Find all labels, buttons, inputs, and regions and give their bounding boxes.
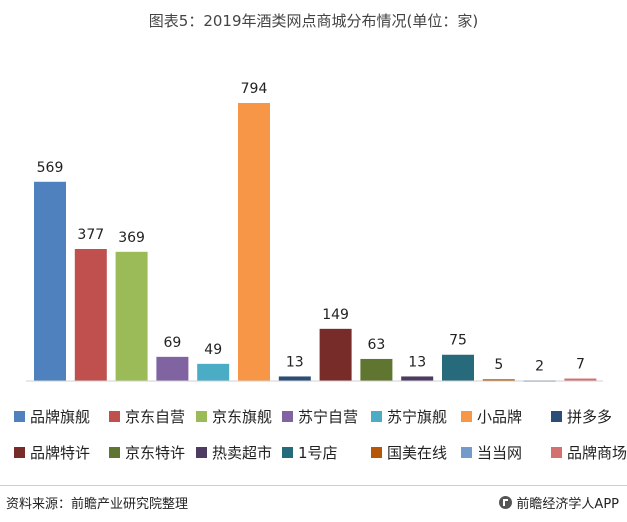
data-label-京东特许: 63 bbox=[367, 337, 385, 353]
bar-苏宁自营 bbox=[156, 356, 189, 381]
legend-item-苏宁自营: 苏宁自营 bbox=[282, 398, 358, 434]
legend-item-1号店: 1号店 bbox=[282, 434, 338, 470]
chart-legend: 品牌旗舰 京东自营 京东旗舰 苏宁自营 苏宁旗舰 小品牌 拼多多 品牌特许 京东特许 热卖超市 1… bbox=[14, 398, 627, 470]
data-label-小品牌: 794 bbox=[241, 81, 268, 97]
data-label-国美在线: 5 bbox=[494, 357, 503, 373]
legend-row: 品牌特许 京东特许 热卖超市 1号店 国美在线 当当网 品牌商场 bbox=[14, 434, 627, 470]
legend-label: 品牌旗舰 bbox=[30, 407, 91, 426]
bar-京东特许 bbox=[360, 358, 393, 381]
bar-京东自营 bbox=[74, 249, 107, 381]
data-label-当当网: 2 bbox=[535, 358, 544, 374]
legend-item-热卖超市: 热卖超市 bbox=[196, 434, 272, 470]
footer-divider bbox=[0, 485, 627, 486]
legend-label: 苏宁旗舰 bbox=[387, 407, 448, 426]
legend-item-品牌旗舰: 品牌旗舰 bbox=[14, 398, 90, 434]
brand-credit: 前瞻经济学人APP bbox=[499, 493, 619, 512]
data-label-品牌旗舰: 569 bbox=[37, 160, 64, 176]
legend-label: 热卖超市 bbox=[212, 443, 273, 462]
data-label-品牌特许: 149 bbox=[322, 307, 349, 323]
data-label-京东自营: 377 bbox=[77, 227, 104, 243]
legend-label: 苏宁自营 bbox=[298, 407, 359, 426]
legend-swatch bbox=[14, 446, 25, 458]
legend-item-京东特许: 京东特许 bbox=[109, 434, 185, 470]
data-label-苏宁自营: 69 bbox=[163, 335, 181, 351]
bar-1号店 bbox=[442, 354, 474, 381]
legend-label: 拼多多 bbox=[567, 407, 613, 426]
legend-label: 京东旗舰 bbox=[212, 407, 273, 426]
data-label-苏宁旗舰: 49 bbox=[204, 342, 222, 358]
legend-label: 京东特许 bbox=[125, 443, 186, 462]
bar-品牌商场 bbox=[564, 378, 597, 381]
chart-title: 图表5：2019年酒类网点商城分布情况(单位：家) bbox=[148, 12, 479, 30]
legend-swatch bbox=[371, 446, 382, 458]
data-label-拼多多: 13 bbox=[286, 354, 304, 370]
data-label-1号店: 75 bbox=[449, 333, 467, 349]
bar-品牌旗舰 bbox=[34, 181, 66, 381]
legend-label: 国美在线 bbox=[387, 443, 448, 462]
bar-国美在线 bbox=[482, 379, 515, 381]
bar-热卖超市 bbox=[401, 376, 434, 381]
data-label-品牌商场: 7 bbox=[576, 357, 585, 373]
legend-swatch bbox=[461, 446, 472, 458]
data-label-京东旗舰: 369 bbox=[118, 230, 145, 246]
legend-item-品牌商场: 品牌商场 bbox=[551, 434, 627, 470]
bar-拼多多 bbox=[278, 376, 311, 381]
bar-苏宁旗舰 bbox=[197, 363, 230, 381]
legend-label: 当当网 bbox=[477, 443, 523, 462]
legend-item-京东旗舰: 京东旗舰 bbox=[196, 398, 272, 434]
legend-label: 1号店 bbox=[298, 443, 338, 462]
bar-小品牌 bbox=[238, 103, 270, 381]
legend-swatch bbox=[14, 410, 25, 422]
legend-swatch bbox=[371, 410, 382, 422]
source-note: 资料来源：前瞻产业研究院整理 bbox=[6, 497, 189, 512]
data-label-热卖超市: 13 bbox=[408, 354, 426, 370]
bar-chart-plot: 569 377 369 69 49 794 13 149 63 13 75 5 2 7 bbox=[26, 81, 603, 382]
legend-swatch bbox=[551, 446, 562, 458]
legend-swatch bbox=[282, 446, 293, 458]
legend-swatch bbox=[282, 410, 293, 422]
legend-item-国美在线: 国美在线 bbox=[371, 434, 447, 470]
legend-swatch bbox=[551, 410, 562, 422]
legend-item-京东自营: 京东自营 bbox=[109, 398, 185, 434]
legend-item-小品牌: 小品牌 bbox=[461, 398, 522, 434]
legend-swatch bbox=[109, 410, 120, 422]
legend-swatch bbox=[196, 410, 207, 422]
legend-swatch bbox=[461, 410, 472, 422]
legend-label: 小品牌 bbox=[477, 407, 523, 426]
legend-label: 品牌商场 bbox=[567, 443, 627, 462]
bar-京东旗舰 bbox=[115, 251, 148, 381]
legend-item-拼多多: 拼多多 bbox=[551, 398, 612, 434]
legend-item-苏宁旗舰: 苏宁旗舰 bbox=[371, 398, 447, 434]
legend-row: 品牌旗舰 京东自营 京东旗舰 苏宁自营 苏宁旗舰 小品牌 拼多多 bbox=[14, 398, 624, 434]
qianzhan-logo-icon bbox=[499, 496, 513, 509]
legend-label: 品牌特许 bbox=[30, 443, 91, 462]
bar-品牌特许 bbox=[319, 328, 352, 381]
legend-label: 京东自营 bbox=[125, 407, 186, 426]
legend-item-当当网: 当当网 bbox=[461, 434, 522, 470]
legend-swatch bbox=[196, 446, 207, 458]
brand-label: 前瞻经济学人APP bbox=[516, 497, 619, 512]
legend-item-品牌特许: 品牌特许 bbox=[14, 434, 90, 470]
legend-swatch bbox=[109, 446, 120, 458]
